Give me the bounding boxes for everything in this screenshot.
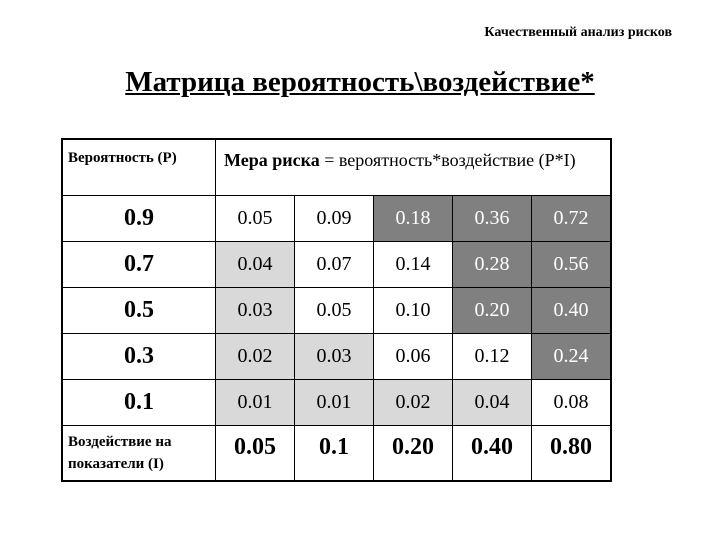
probability-value: 0.1 [61,379,216,426]
risk-cell: 0.04 [215,241,295,288]
table-row: 0.5 0.03 0.05 0.10 0.20 0.40 [61,287,612,334]
risk-cell: 0.36 [452,195,532,242]
impact-value: 0.80 [531,425,612,482]
risk-cell: 0.05 [294,287,374,334]
risk-cell: 0.24 [531,333,612,380]
risk-measure-header: Мера риска = вероятность*воздействие (P*… [215,138,612,196]
impact-value: 0.40 [452,425,532,482]
impact-value: 0.20 [373,425,453,482]
risk-cell: 0.04 [452,379,532,426]
risk-cell: 0.02 [215,333,295,380]
impact-value: 0.1 [294,425,374,482]
title-text: Матрица вероятность\воздействие* [125,66,595,98]
risk-matrix-table: Вероятность (P) Мера риска = вероятность… [61,138,612,482]
risk-cell: 0.05 [215,195,295,242]
table-row: 0.3 0.02 0.03 0.06 0.12 0.24 [61,333,612,380]
slide-title: Матрица вероятность\воздействие* [0,66,720,99]
risk-cell: 0.01 [215,379,295,426]
risk-cell: 0.02 [373,379,453,426]
risk-cell: 0.20 [452,287,532,334]
probability-value: 0.5 [61,287,216,334]
risk-cell: 0.01 [294,379,374,426]
risk-cell: 0.72 [531,195,612,242]
table-row: 0.7 0.04 0.07 0.14 0.28 0.56 [61,241,612,288]
impact-value: 0.05 [215,425,295,482]
risk-cell: 0.56 [531,241,612,288]
probability-value: 0.7 [61,241,216,288]
risk-cell: 0.12 [452,333,532,380]
impact-label: Воздействие на показатели (I) [61,425,216,482]
risk-cell: 0.06 [373,333,453,380]
probability-header: Вероятность (P) [61,138,216,196]
risk-measure-label: Мера риска [224,150,320,170]
risk-cell: 0.03 [294,333,374,380]
risk-cell: 0.40 [531,287,612,334]
probability-value: 0.9 [61,195,216,242]
risk-cell: 0.08 [531,379,612,426]
table-row: 0.1 0.01 0.01 0.02 0.04 0.08 [61,379,612,426]
table-row: 0.9 0.05 0.09 0.18 0.36 0.72 [61,195,612,242]
impact-row: Воздействие на показатели (I) 0.05 0.1 0.20… [61,425,612,482]
header-row: Вероятность (P) Мера риска = вероятность… [61,138,612,196]
risk-cell: 0.03 [215,287,295,334]
slide-subtitle: Качественный анализ рисков [484,25,672,40]
risk-cell: 0.07 [294,241,374,288]
risk-formula: = вероятность*воздействие (P*I) [319,150,576,170]
risk-cell: 0.14 [373,241,453,288]
risk-cell: 0.10 [373,287,453,334]
risk-cell: 0.28 [452,241,532,288]
risk-cell: 0.09 [294,195,374,242]
probability-value: 0.3 [61,333,216,380]
risk-cell: 0.18 [373,195,453,242]
